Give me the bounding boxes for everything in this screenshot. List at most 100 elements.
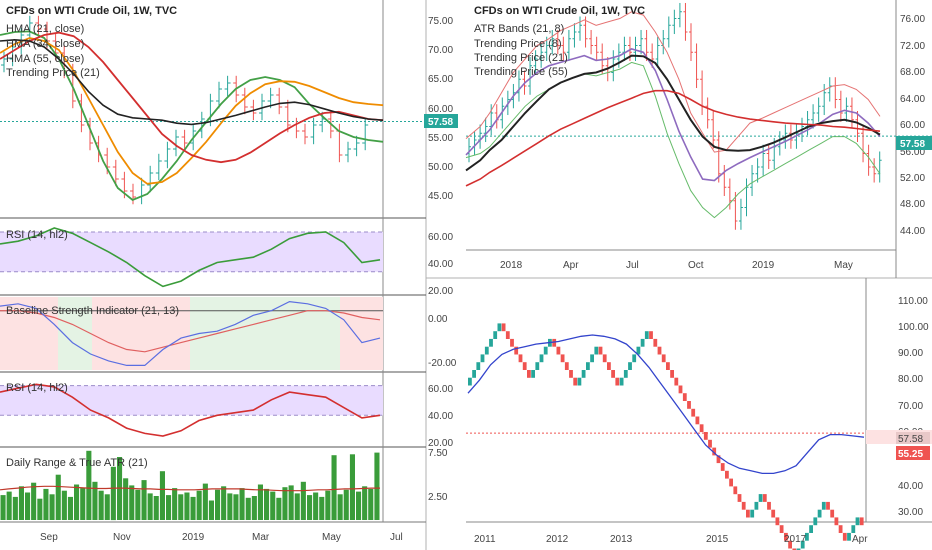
rsi1-line [0, 227, 381, 288]
atr-bar [215, 489, 221, 520]
rsi2-title: RSI (14, hl2) [6, 382, 68, 394]
renko-brick [838, 525, 843, 533]
y-tick: 45.00 [428, 191, 453, 202]
bsi-zone [190, 297, 340, 370]
renko-brick [767, 501, 771, 510]
y-tick: 7.50 [428, 448, 448, 459]
y-tick: -20.00 [428, 358, 457, 369]
renko-brick [590, 354, 594, 363]
renko-brick [784, 532, 788, 541]
renko-brick [539, 354, 544, 363]
atr-bar [153, 496, 159, 520]
atr-bar [227, 493, 233, 520]
atr-bar [343, 489, 349, 520]
atr-bar [141, 480, 147, 520]
y-tick: 55.00 [428, 133, 453, 144]
renko-brick [741, 501, 746, 510]
bsi-zone [0, 297, 58, 370]
y-tick: 52.00 [900, 173, 925, 184]
rsi1-title: RSI (14, hl2) [6, 229, 68, 241]
x-tick: May [322, 532, 341, 543]
trending-price-21-right-line [465, 54, 881, 172]
y-tick: 80.00 [898, 374, 923, 385]
renko-brick [834, 517, 839, 526]
y-tick: 40.00 [428, 411, 453, 422]
renko-brick [586, 362, 590, 370]
atr-bar [184, 492, 190, 520]
renko-brick [657, 346, 662, 355]
x-tick: May [834, 260, 853, 271]
atr-bar [374, 452, 380, 520]
y-tick: 75.00 [428, 16, 453, 27]
y-tick: 60.00 [428, 104, 453, 115]
renko-brick [670, 370, 674, 378]
atr-bar [135, 489, 141, 520]
atr-bar [288, 485, 294, 520]
renko-brick [733, 486, 738, 495]
renko-brick [535, 362, 540, 370]
bottom-right-y-axis: 110.00 100.00 90.00 80.00 70.00 60.00 40… [898, 296, 929, 518]
renko-brick [564, 362, 569, 370]
renko-chart [466, 323, 932, 550]
last-price-label: 57.58 [428, 117, 453, 128]
bsi-zone [340, 297, 383, 370]
x-tick: 2019 [752, 260, 775, 271]
renko-brick [758, 494, 763, 502]
renko-brick [859, 517, 864, 526]
renko-brick [821, 501, 826, 510]
legend-trending-55: Trending Price (55) [474, 66, 568, 78]
atr-bar [86, 450, 92, 520]
renko-brick [699, 424, 704, 433]
y-tick: 70.00 [428, 45, 453, 56]
x-tick: 2011 [474, 534, 496, 545]
renko-brick [468, 377, 472, 386]
renko-brick [851, 525, 856, 533]
atr-bar [190, 496, 196, 520]
atr-bar [264, 488, 270, 520]
atr-bar [49, 494, 55, 520]
bsi-red-line [0, 310, 381, 353]
atr-bar [368, 488, 374, 520]
atr-line [0, 485, 380, 492]
renko-brick [716, 455, 721, 464]
atr-bar [147, 493, 153, 520]
y-tick: 70.00 [898, 401, 923, 412]
rsi1-band [0, 231, 383, 272]
atr-bar [202, 483, 208, 520]
renko-brick [725, 470, 729, 479]
bsi-blue-line [0, 300, 381, 366]
y-tick: 44.00 [900, 226, 925, 237]
renko-brick [842, 532, 847, 541]
renko-brick [527, 370, 531, 378]
atr-bar [245, 497, 251, 520]
top-right-price-badge: 57.58 [896, 136, 932, 150]
renko-brick [531, 370, 535, 378]
atr-bar [239, 488, 245, 520]
atr-bar [6, 491, 12, 520]
renko-brick [754, 501, 759, 510]
rsi1-y-axis: 60.00 40.00 20.00 [428, 232, 453, 297]
y-tick: 50.00 [428, 162, 453, 173]
renko-brick [522, 362, 527, 370]
atr-bar [172, 488, 178, 520]
top-right-x-axis: 2018 Apr Jul Oct 2019 May [500, 260, 853, 271]
renko-brick [682, 393, 687, 401]
renko-brick [611, 370, 615, 378]
renko-brick [489, 338, 493, 347]
x-tick: 2012 [546, 534, 569, 545]
bsi-y-axis: 0.00 -20.00 [428, 314, 457, 369]
rsi2-y-axis: 60.00 40.00 20.00 [428, 384, 453, 449]
renko-brick [573, 377, 578, 386]
renko-brick [569, 370, 573, 378]
atr-bar [80, 488, 86, 520]
renko-brick [552, 338, 557, 347]
y-tick: 0.00 [428, 314, 448, 325]
renko-brick [581, 370, 586, 378]
atr-bar [110, 466, 116, 521]
x-tick: Apr [852, 534, 868, 545]
hma-55-line [0, 31, 384, 164]
atr-bar [98, 490, 104, 520]
atr-bar [178, 494, 184, 520]
atr-bar [74, 484, 80, 520]
